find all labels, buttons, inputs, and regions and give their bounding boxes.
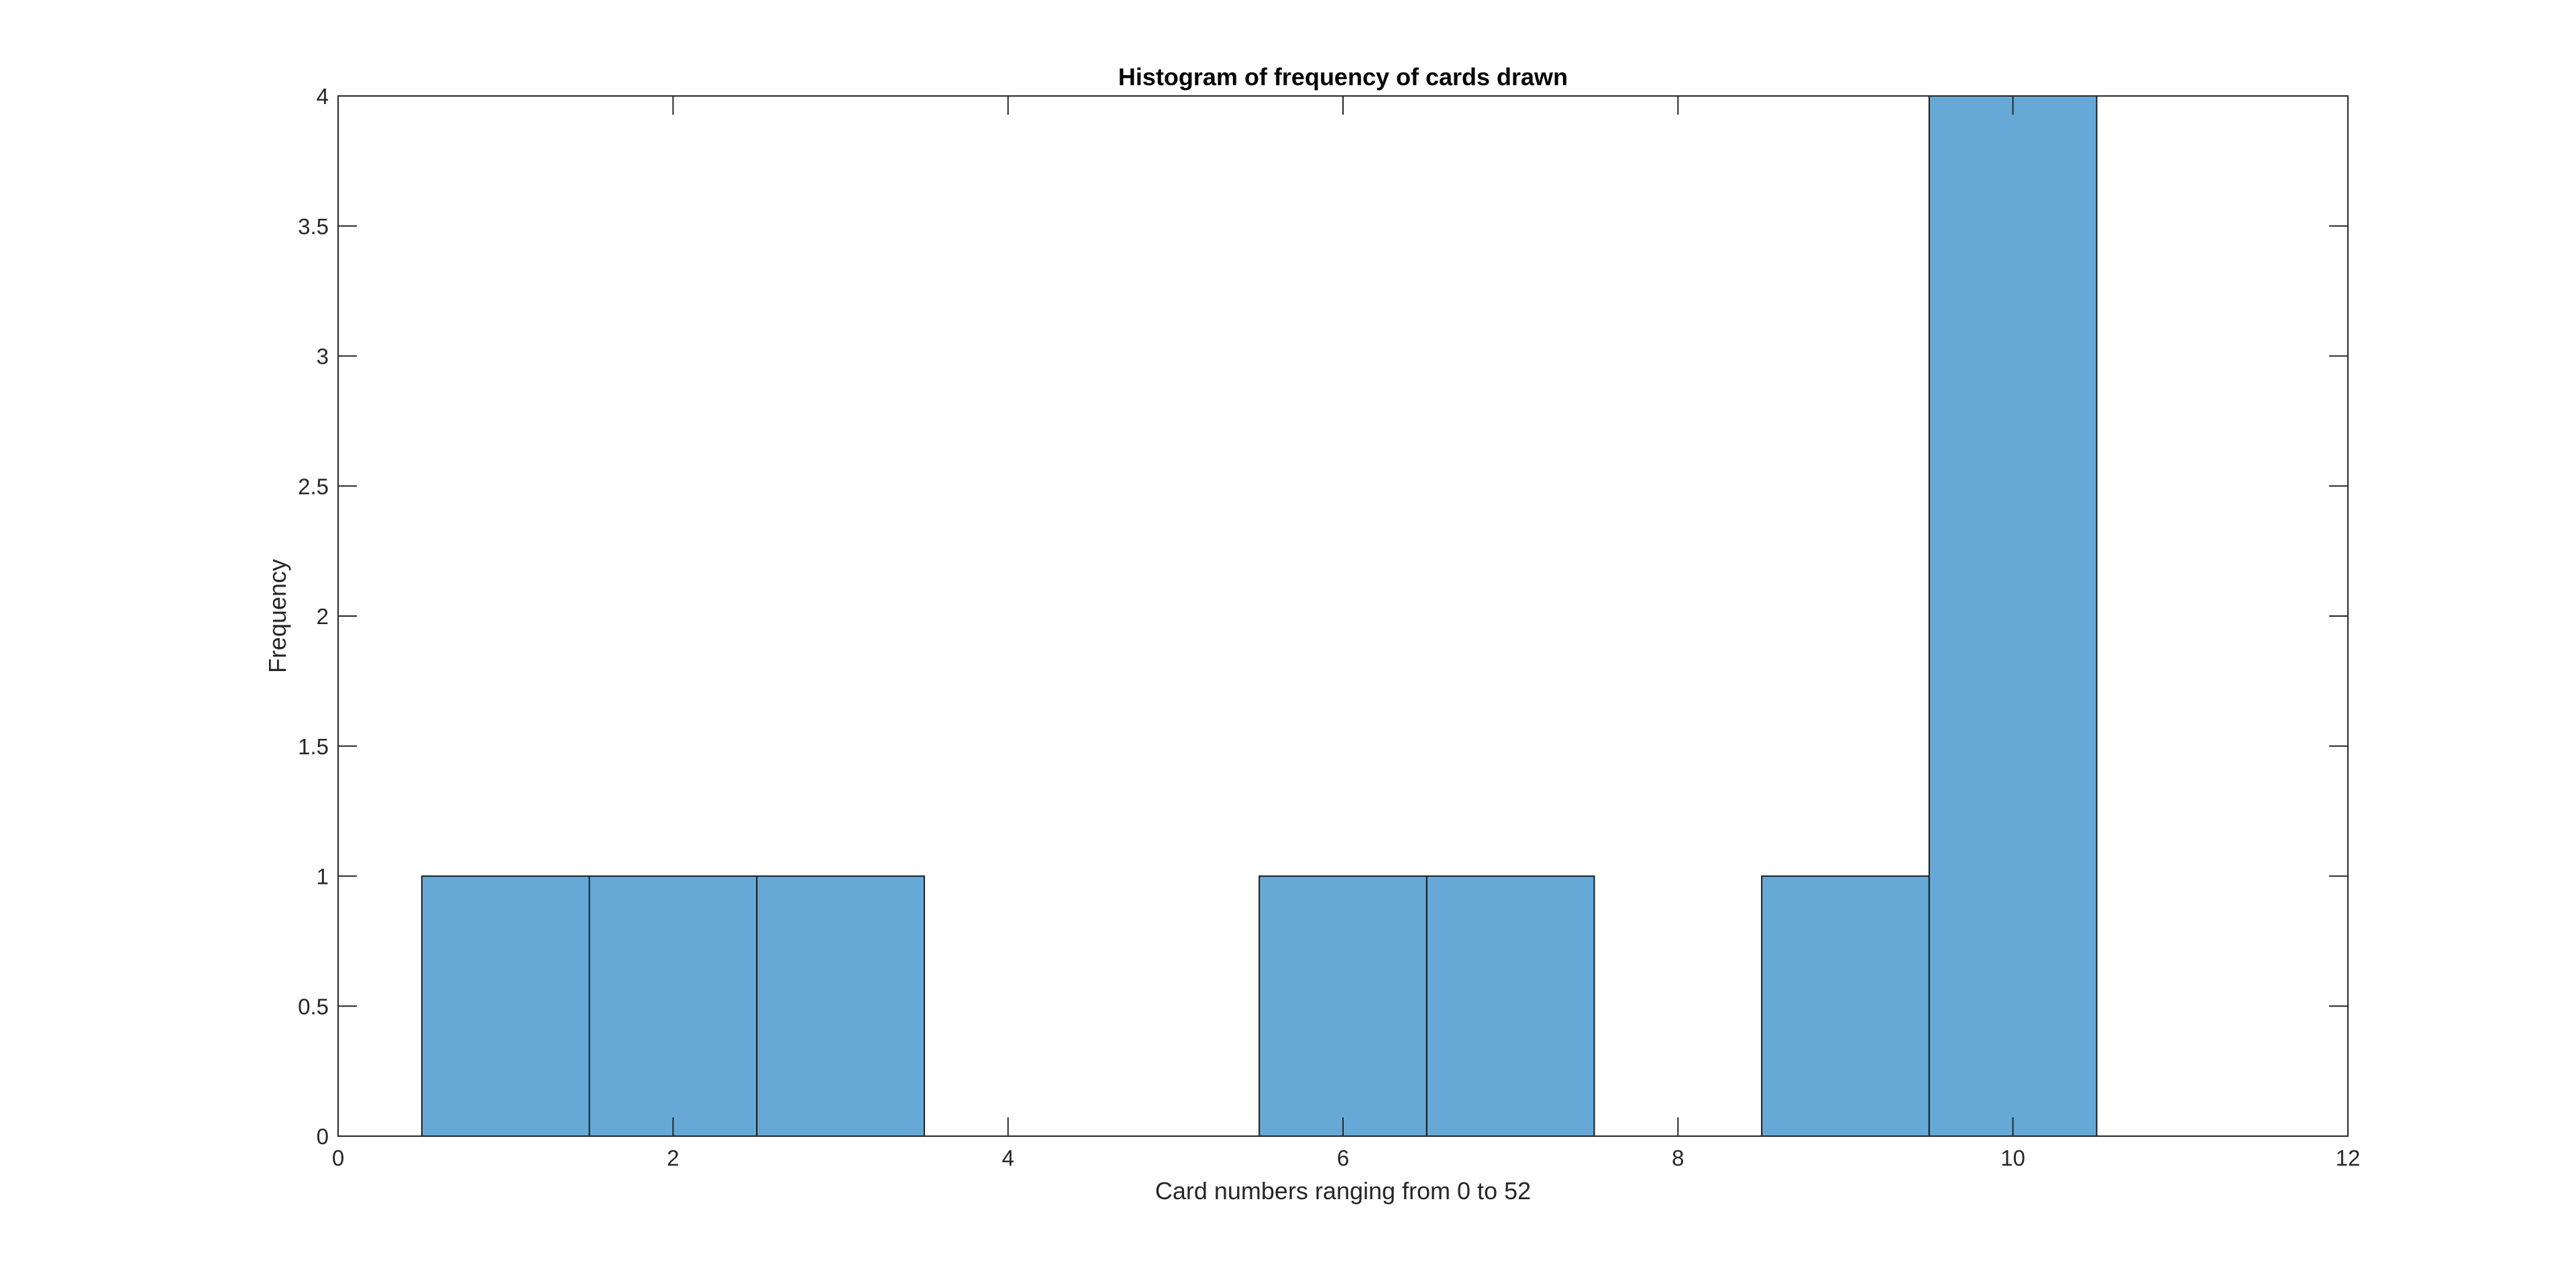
x-tick-label: 10 (2000, 1146, 2025, 1170)
x-tick-label: 0 (332, 1146, 344, 1170)
chart-title: Histogram of frequency of cards drawn (1118, 63, 1568, 91)
y-tick-label: 0.5 (298, 994, 329, 1019)
y-tick-label: 2 (317, 604, 329, 629)
x-tick-label: 2 (667, 1146, 679, 1170)
y-tick-label: 0 (317, 1124, 329, 1149)
y-tick-label: 2.5 (298, 474, 329, 499)
histogram-bar-1 (421, 875, 590, 1137)
x-tick-label: 6 (1337, 1146, 1349, 1170)
bars-layer (421, 95, 2098, 1137)
y-tick-label: 1.5 (298, 734, 329, 759)
histogram-bar-2 (588, 875, 758, 1137)
y-tick-label: 4 (317, 84, 329, 109)
x-tick-label: 12 (2336, 1146, 2361, 1170)
x-tick-label: 8 (1672, 1146, 1684, 1170)
histogram-bar-9 (1761, 875, 1930, 1137)
tick-labels-layer: 0 2 4 6 8 10 12 0 0.5 1 1.5 2 2.5 3 3.5 4 (298, 84, 2360, 1170)
histogram-bar-6 (1258, 875, 1428, 1137)
y-tick-label: 3 (317, 344, 329, 369)
x-tick-label: 4 (1002, 1146, 1014, 1170)
ticks-layer (337, 95, 2349, 1137)
x-axis-title: Card numbers ranging from 0 to 52 (1155, 1177, 1531, 1205)
histogram-bar-7 (1426, 875, 1595, 1137)
y-tick-label: 1 (317, 864, 329, 889)
y-tick-label: 3.5 (298, 214, 329, 239)
histogram-bar-10 (1928, 95, 2098, 1137)
y-axis-title: Frequency (264, 559, 291, 673)
histogram-bar-3 (756, 875, 925, 1137)
